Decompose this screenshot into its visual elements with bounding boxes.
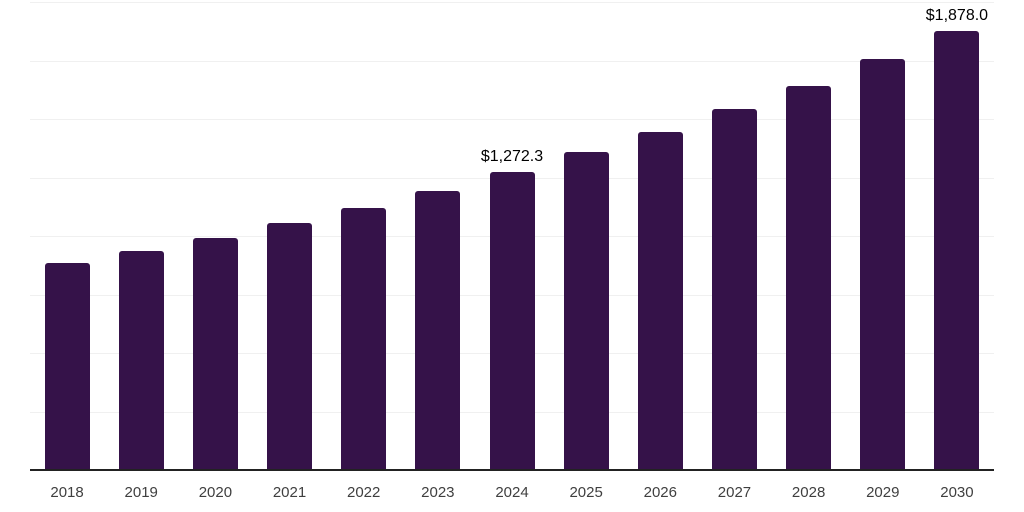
bar-2026 bbox=[637, 132, 683, 470]
x-tick-label-2022: 2022 bbox=[347, 484, 381, 501]
bar-2028 bbox=[786, 86, 832, 470]
x-tick-label-2021: 2021 bbox=[272, 484, 307, 501]
gridline-1750 bbox=[30, 60, 994, 62]
x-tick-label-2020: 2020 bbox=[198, 484, 233, 501]
gridline-1500 bbox=[30, 119, 994, 120]
x-tick-label-2018: 2018 bbox=[50, 484, 84, 501]
bar-2030 bbox=[934, 30, 980, 470]
gridline-2000 bbox=[30, 2, 994, 3]
bar-2018 bbox=[44, 263, 90, 470]
x-axis-line bbox=[30, 469, 994, 471]
x-tick-label-2027: 2027 bbox=[717, 484, 752, 501]
bar-2020 bbox=[192, 237, 238, 470]
x-tick-label-2026: 2026 bbox=[643, 484, 677, 501]
bar-value-label-2030: $1,878.0 bbox=[925, 6, 989, 24]
x-tick-label-2019: 2019 bbox=[124, 484, 158, 501]
x-tick-label-2029: 2029 bbox=[866, 484, 900, 501]
x-tick-label-2030: 2030 bbox=[940, 484, 974, 501]
bar-2027 bbox=[711, 109, 757, 470]
x-tick-label-2023: 2023 bbox=[421, 484, 455, 501]
bar-2025 bbox=[563, 152, 609, 470]
bar-2029 bbox=[860, 58, 906, 470]
bar-2024 bbox=[489, 172, 535, 470]
x-tick-label-2025: 2025 bbox=[569, 484, 603, 501]
bar-2023 bbox=[415, 191, 461, 470]
x-tick-label-2024: 2024 bbox=[495, 484, 529, 501]
bar-2019 bbox=[118, 251, 164, 470]
bar-2021 bbox=[267, 223, 313, 470]
bar-value-label-2024: $1,272.3 bbox=[480, 148, 544, 166]
bar-2022 bbox=[341, 208, 387, 470]
x-tick-label-2028: 2028 bbox=[791, 484, 826, 501]
